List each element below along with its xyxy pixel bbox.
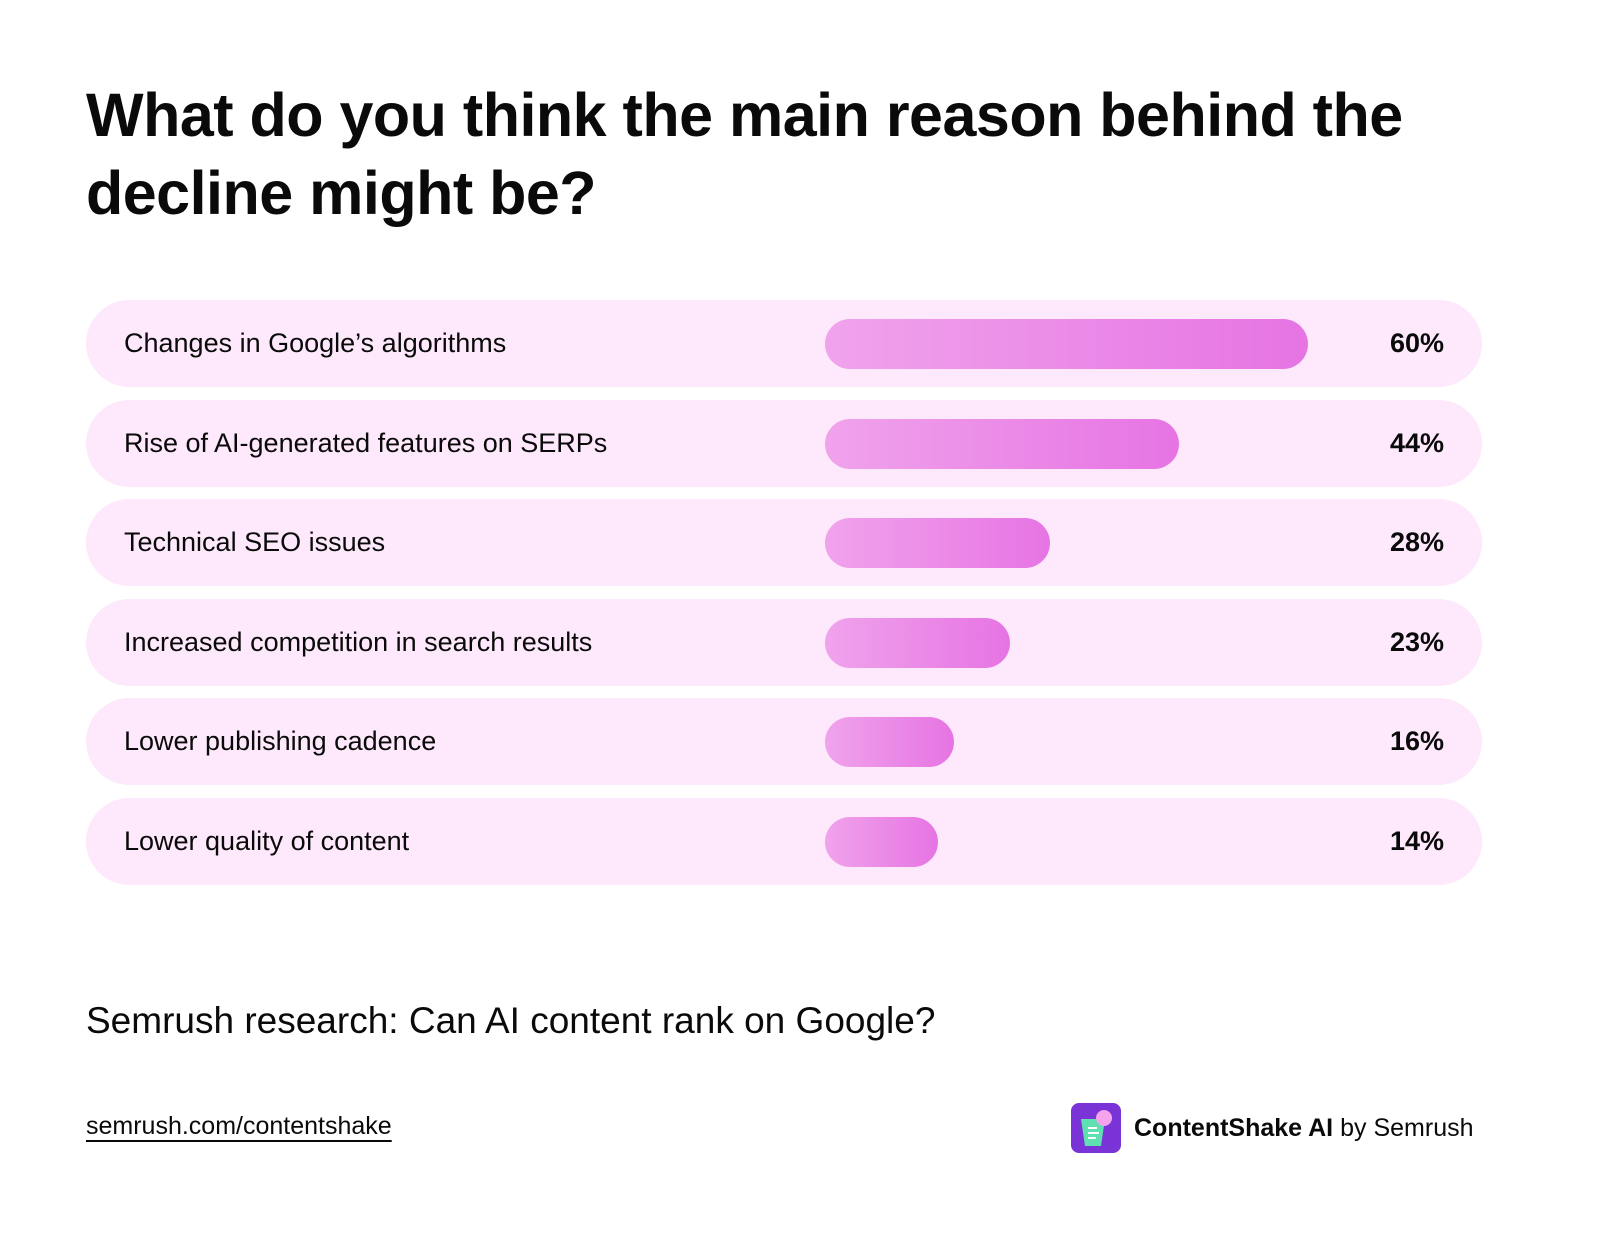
- bar-track: [825, 816, 1425, 867]
- bar-track: [825, 518, 1425, 568]
- bar-row: Lower quality of content 14%: [86, 797, 1482, 885]
- bar-track: [825, 319, 1425, 369]
- brand: ContentShake AI by Semrush: [1071, 1103, 1474, 1153]
- value-label: 16%: [1389, 726, 1444, 756]
- bar-chart: Changes in Google’s algorithms 60% Rise of…: [86, 300, 1482, 897]
- category-label: Technical SEO issues: [124, 527, 386, 557]
- bar: [825, 717, 954, 767]
- category-label: Changes in Google’s algorithms: [124, 328, 507, 358]
- chart-title: What do you think the main reason behind…: [86, 81, 1403, 227]
- contentshake-logo-icon: [1071, 1103, 1121, 1153]
- category-label: Rise of AI-generated features on SERPs: [124, 427, 608, 458]
- value-label: 23%: [1389, 626, 1444, 657]
- bar: [825, 418, 1180, 469]
- bar: [825, 518, 1051, 568]
- bar-row: Lower publishing cadence 16%: [86, 698, 1482, 785]
- value-label: 44%: [1389, 427, 1444, 458]
- brand-name: ContentShake AI: [1134, 1113, 1334, 1142]
- bar-row: Technical SEO issues 28%: [86, 499, 1482, 586]
- bar: [825, 617, 1011, 668]
- bar-row: Increased competition in search results 2…: [86, 598, 1482, 686]
- bar-row: Changes in Google’s algorithms 60%: [86, 300, 1482, 387]
- value-label: 28%: [1389, 527, 1444, 557]
- bar-track: [825, 617, 1425, 668]
- category-label: Increased competition in search results: [124, 626, 593, 657]
- bar: [825, 816, 938, 867]
- value-label: 14%: [1389, 825, 1444, 856]
- bar-track: [825, 717, 1425, 767]
- bar-row: Rise of AI-generated features on SERPs 44…: [86, 399, 1482, 487]
- source-caption: Semrush research: Can AI content rank on…: [86, 1000, 936, 1041]
- brand-by: by Semrush: [1340, 1113, 1474, 1142]
- bar: [825, 319, 1308, 369]
- value-label: 60%: [1389, 328, 1444, 358]
- bar-track: [825, 418, 1425, 469]
- category-label: Lower quality of content: [124, 825, 410, 856]
- contentshake-link[interactable]: semrush.com/contentshake: [86, 1112, 392, 1140]
- category-label: Lower publishing cadence: [124, 726, 437, 756]
